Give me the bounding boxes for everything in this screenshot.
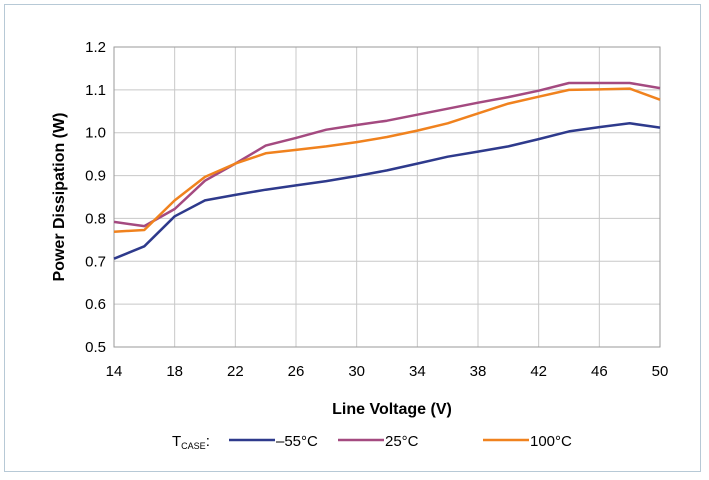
legend-prefix: TCASE: <box>172 433 210 451</box>
series-line-1 <box>113 81 661 228</box>
y-tick-label: 0.7 <box>85 253 106 270</box>
y-tick-label: 0.5 <box>85 339 106 356</box>
legend-prefix-sub: CASE <box>181 441 206 451</box>
y-tick-label: 1.2 <box>85 39 106 56</box>
x-tick-label: 50 <box>652 363 669 380</box>
legend-prefix-main: T <box>172 433 181 450</box>
legend-label-1: 25°C <box>385 433 419 450</box>
grid-layer <box>113 46 661 348</box>
y-tick-label: 1.0 <box>85 125 106 142</box>
tick-labels: 0.5 0.6 0.7 0.8 0.9 1.0 1.1 1.2 14 18 22 26 30 34 38 42… <box>85 39 668 380</box>
y-tick-label: 0.8 <box>85 210 106 227</box>
y-tick-label: 1.1 <box>85 82 106 99</box>
x-tick-label: 34 <box>409 363 426 380</box>
x-tick-label: 14 <box>106 363 123 380</box>
legend: TCASE: –55°C 25°C 100°C <box>172 433 572 451</box>
x-tick-label: 26 <box>288 363 305 380</box>
axes-layer <box>113 46 661 348</box>
legend-label-0: –55°C <box>276 433 318 450</box>
x-tick-label: 30 <box>348 363 365 380</box>
legend-label-2: 100°C <box>530 433 572 450</box>
x-tick-label: 46 <box>591 363 608 380</box>
y-tick-label: 0.6 <box>85 296 106 313</box>
series-line-0 <box>113 122 661 260</box>
x-tick-label: 42 <box>530 363 547 380</box>
legend-prefix-suffix: : <box>206 433 210 450</box>
x-axis-title: Line Voltage (V) <box>332 401 452 418</box>
y-tick-label: 0.9 <box>85 168 106 185</box>
y-axis-title: Power Dissipation (W) <box>51 113 68 282</box>
series-layer <box>113 81 661 260</box>
x-tick-label: 22 <box>227 363 244 380</box>
series-line-2 <box>113 87 661 233</box>
x-tick-label: 38 <box>470 363 487 380</box>
plot-area-border <box>113 46 661 348</box>
x-tick-label: 18 <box>166 363 183 380</box>
